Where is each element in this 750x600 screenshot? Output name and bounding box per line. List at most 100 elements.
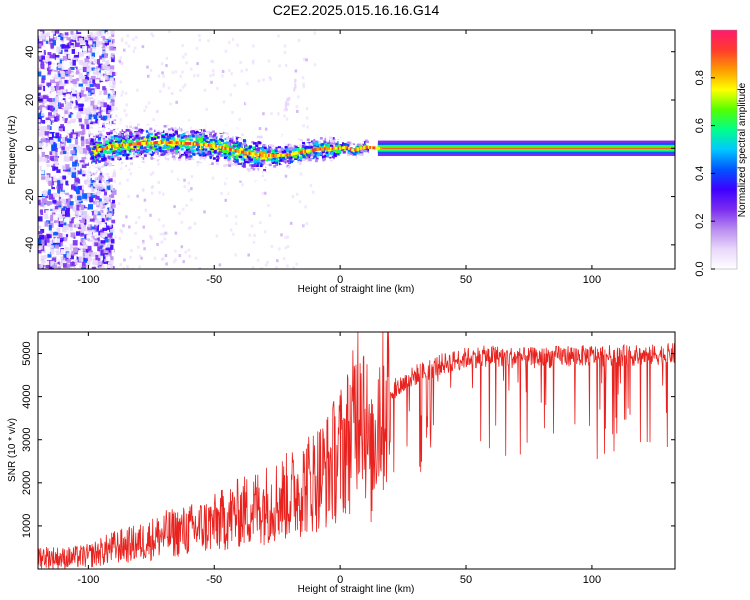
- heatmap-cell: [105, 127, 109, 131]
- heatmap-cell: [281, 151, 285, 154]
- heatmap-cell: [70, 166, 75, 172]
- heatmap-cell: [153, 145, 157, 148]
- heatmap-cell: [178, 176, 182, 180]
- heatmap-cell: [104, 185, 107, 189]
- heatmap-cell: [81, 96, 85, 102]
- heatmap-cell: [171, 146, 175, 150]
- heatmap-cell: [73, 182, 78, 186]
- heatmap-cell: [149, 180, 153, 184]
- heatmap-cell: [147, 132, 151, 136]
- heatmap-cell: [91, 35, 94, 39]
- heatmap-cell: [39, 234, 44, 240]
- heatmap-cell: [284, 146, 288, 149]
- heatmap-cell: [299, 165, 303, 168]
- heatmap-cell: [363, 135, 367, 138]
- heatmap-cell: [317, 153, 321, 156]
- heatmap-cell: [201, 140, 205, 144]
- heatmap-cell: [97, 183, 103, 190]
- heatmap-cell: [305, 156, 309, 160]
- heatmap-cell: [235, 124, 239, 127]
- heatmap-cell: [181, 127, 185, 130]
- heatmap-cell: [211, 118, 215, 122]
- heatmap-cell: [198, 267, 201, 269]
- heatmap-cell: [180, 165, 184, 169]
- heatmap-cell: [199, 163, 203, 166]
- heatmap-cell: [71, 205, 77, 211]
- heatmap-cell: [149, 146, 153, 149]
- heatmap-cell: [89, 68, 92, 72]
- heatmap-cell: [162, 192, 165, 196]
- heatmap-cell: [40, 138, 46, 143]
- heatmap-cell: [111, 46, 117, 51]
- heatmap-cell: [65, 218, 70, 225]
- heatmap-cell: [66, 53, 70, 60]
- heatmap-cell: [107, 135, 110, 139]
- heatmap-cell: [172, 128, 176, 132]
- heatmap-cell: [108, 35, 112, 39]
- heatmap-cell: [78, 190, 83, 195]
- heatmap-cell: [93, 126, 97, 130]
- heatmap-cell: [80, 232, 84, 237]
- heatmap-cell: [258, 143, 262, 146]
- heatmap-cell: [196, 123, 200, 127]
- heatmap-cell: [49, 84, 53, 89]
- heatmap-cell: [146, 152, 150, 155]
- heatmap-cell: [87, 174, 91, 178]
- heatmap-cell: [169, 145, 173, 148]
- heatmap-cell: [176, 144, 180, 148]
- heatmap-cell: [239, 179, 242, 183]
- heatmap-cell: [220, 130, 224, 134]
- heatmap-cell: [125, 41, 128, 45]
- heatmap-cell: [101, 42, 105, 49]
- heatmap-cell: [52, 151, 56, 157]
- heatmap-cell: [126, 264, 129, 268]
- heatmap-cell: [235, 147, 239, 150]
- heatmap-cell: [120, 230, 124, 234]
- heatmap-cell: [52, 138, 58, 143]
- heatmap-cell: [96, 203, 99, 207]
- heatmap-cell: [104, 53, 108, 59]
- heatmap-cell: [242, 153, 246, 157]
- heatmap-cell: [238, 142, 242, 145]
- heatmap-cell: [98, 218, 103, 225]
- heatmap-cell: [82, 256, 87, 262]
- heatmap-cell: [190, 148, 194, 152]
- heatmap-cell: [325, 143, 329, 147]
- heatmap-cell: [91, 210, 95, 216]
- heatmap-cell: [271, 144, 275, 148]
- heatmap-cell: [73, 79, 77, 85]
- heatmap-cell: [119, 124, 123, 128]
- heatmap-cell: [60, 141, 64, 146]
- heatmap-cell: [237, 145, 241, 149]
- heatmap-cell: [285, 169, 289, 173]
- heatmap-cell: [366, 148, 370, 151]
- heatmap-cell: [317, 161, 321, 164]
- heatmap-cell: [239, 146, 243, 149]
- heatmap-cell: [105, 189, 108, 193]
- heatmap-cell: [180, 152, 184, 156]
- heatmap-cell: [181, 130, 185, 133]
- heatmap-cell: [277, 167, 281, 171]
- heatmap-cell: [243, 142, 247, 146]
- heatmap-cell: [252, 44, 255, 48]
- heatmap-cell: [323, 157, 327, 161]
- heatmap-cell: [129, 255, 132, 259]
- heatmap-cell: [313, 142, 317, 146]
- heatmap-cell: [135, 134, 139, 138]
- heatmap-cell: [247, 150, 251, 153]
- heatmap-cell: [245, 142, 249, 145]
- heatmap-cell: [164, 136, 168, 140]
- heatmap-cell: [210, 162, 214, 165]
- heatmap-cell: [145, 132, 148, 136]
- heatmap-cell: [78, 118, 82, 123]
- heatmap-cell: [161, 71, 164, 75]
- heatmap-cell: [255, 144, 259, 148]
- heatmap-cell: [58, 95, 63, 101]
- heatmap-cell: [70, 261, 75, 267]
- heatmap-cell: [86, 234, 91, 240]
- heatmap-cell: [252, 171, 256, 175]
- heatmap-cell: [40, 255, 45, 262]
- heatmap-cell: [38, 106, 42, 111]
- heatmap-cell: [118, 131, 122, 134]
- heatmap-cell: [89, 149, 94, 154]
